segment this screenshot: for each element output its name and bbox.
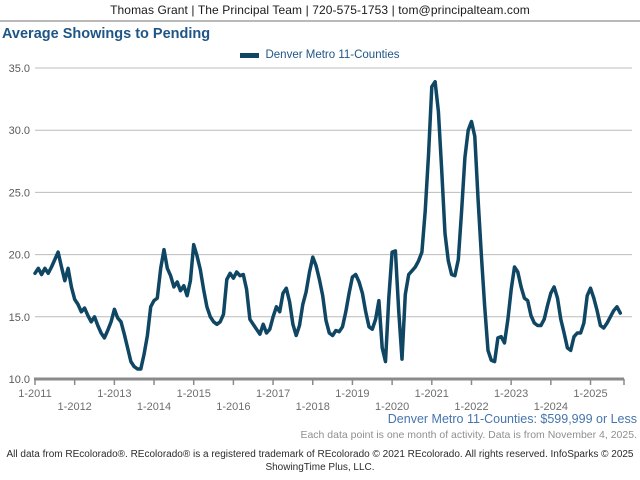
x-tick-label: 1-2016 (216, 401, 250, 413)
x-tick-label: 1-2022 (454, 401, 488, 413)
page-title: Average Showings to Pending (2, 26, 211, 42)
x-tick-label: 1-2017 (256, 388, 290, 400)
y-tick-label: 25.0 (9, 187, 30, 199)
x-tick-label: 1-2014 (137, 401, 171, 413)
contact-line: Thomas Grant | The Principal Team | 720-… (110, 3, 530, 17)
x-tick-label: 1-2019 (335, 388, 369, 400)
x-tick-label: 1-2025 (573, 388, 607, 400)
y-tick-label: 30.0 (9, 125, 30, 137)
legend-line-swatch (240, 52, 260, 58)
copyright-line-2: ShowingTime Plus, LLC. (265, 461, 375, 473)
x-tick-label: 1-2018 (296, 401, 330, 413)
y-tick-label: 20.0 (9, 250, 30, 262)
data-note: Each data point is one month of activity… (300, 429, 637, 441)
x-tick-label: 1-2024 (534, 401, 568, 413)
x-tick-label: 1-2011 (18, 388, 51, 400)
y-tick-label: 10.0 (9, 374, 30, 386)
contact-header: Thomas Grant | The Principal Team | 720-… (0, 0, 640, 22)
x-tick-label: 1-2021 (415, 388, 449, 400)
x-tick-label: 1-2023 (494, 388, 528, 400)
series-denver-metro-11-counties (33, 79, 623, 371)
y-tick-label: 15.0 (9, 312, 30, 324)
copyright-line-1: All data from REcolorado®. REcolorado® i… (6, 449, 634, 460)
y-tick-label: 35.0 (9, 63, 30, 75)
chart-legend: Denver Metro 11-Counties (0, 48, 640, 62)
x-tick-label: 1-2015 (177, 388, 211, 400)
x-tick-label: 1-2020 (375, 401, 409, 413)
series-filter-caption: Denver Metro 11-Counties: $599,999 or Le… (387, 412, 637, 426)
copyright-footer: All data from REcolorado®. REcolorado® i… (0, 449, 640, 474)
x-tick-label: 1-2012 (58, 401, 92, 413)
x-tick-label: 1-2013 (97, 388, 131, 400)
legend-label: Denver Metro 11-Counties (265, 49, 400, 61)
